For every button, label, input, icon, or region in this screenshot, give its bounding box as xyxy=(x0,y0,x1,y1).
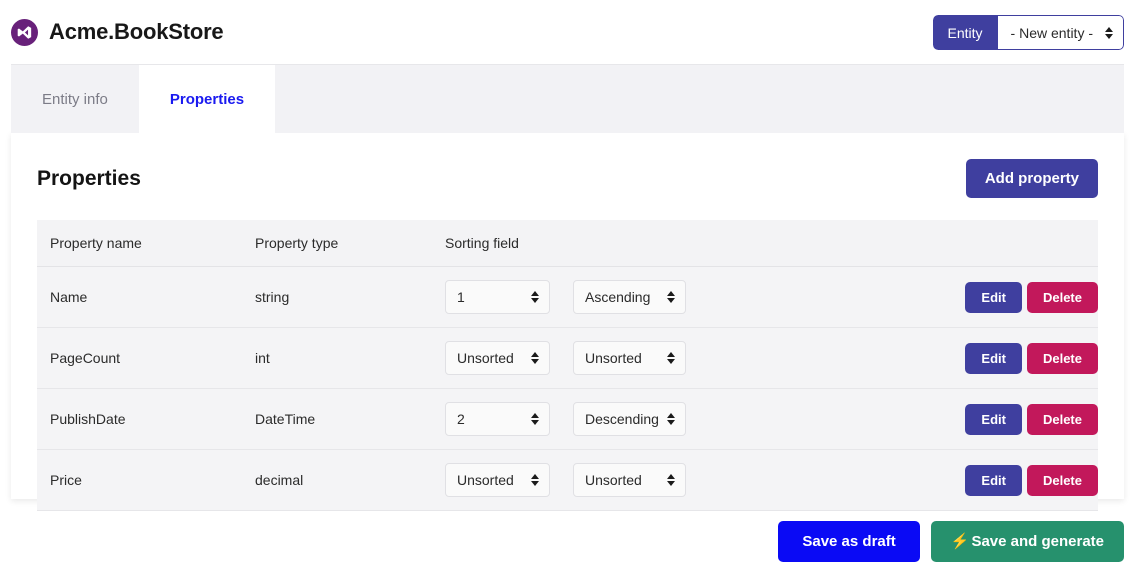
sort-direction-select[interactable]: Ascending xyxy=(573,280,686,314)
properties-card: Properties Add property Property name Pr… xyxy=(11,133,1124,511)
table-row: PageCount int Unsorted Unsorted xyxy=(37,327,1098,389)
sort-order-select[interactable]: Unsorted xyxy=(445,463,550,497)
sort-order-value: 1 xyxy=(457,289,465,305)
delete-button[interactable]: Delete xyxy=(1026,403,1098,435)
tab-strip: Entity info Properties xyxy=(11,64,1124,133)
chevron-updown-icon xyxy=(1105,26,1113,39)
delete-button[interactable]: Delete xyxy=(1026,342,1098,374)
cell-property-type: string xyxy=(242,266,432,328)
entity-select-value: - New entity - xyxy=(1010,24,1093,41)
cell-spacer xyxy=(688,449,938,511)
sort-direction-select[interactable]: Descending xyxy=(573,402,686,436)
entity-label: Entity xyxy=(932,15,998,50)
edit-button[interactable]: Edit xyxy=(965,342,1022,374)
sort-order-value: Unsorted xyxy=(457,350,514,366)
sort-direction-value: Descending xyxy=(585,411,659,427)
table-header: Property name Property type Sorting fiel… xyxy=(37,220,1098,267)
column-header-property-type: Property type xyxy=(242,220,432,267)
cell-sort-direction: Descending xyxy=(560,388,688,450)
chevron-updown-icon xyxy=(531,474,539,486)
table-row: PublishDate DateTime 2 Descending xyxy=(37,388,1098,450)
cell-property-name: PageCount xyxy=(37,327,242,389)
chevron-updown-icon xyxy=(531,291,539,303)
sort-order-select[interactable]: Unsorted xyxy=(445,341,550,375)
chevron-updown-icon xyxy=(667,474,675,486)
cell-property-type: DateTime xyxy=(242,388,432,450)
save-and-generate-label: Save and generate xyxy=(971,533,1104,550)
table-row: Price decimal Unsorted Unsorted xyxy=(37,449,1098,511)
table-body: Name string 1 Ascending xyxy=(37,266,1098,511)
column-header-actions xyxy=(938,220,1098,267)
table-header-row: Property name Property type Sorting fiel… xyxy=(37,220,1098,267)
entity-selector-group: Entity - New entity - xyxy=(932,15,1124,50)
cell-spacer xyxy=(688,327,938,389)
visual-studio-icon xyxy=(11,18,38,46)
add-property-button[interactable]: Add property xyxy=(965,159,1098,198)
cell-sort-order: 2 xyxy=(432,388,560,450)
edit-button[interactable]: Edit xyxy=(965,403,1022,435)
cell-actions: Edit Delete xyxy=(938,327,1098,389)
brand: Acme.BookStore xyxy=(11,18,224,46)
tab-entity-info[interactable]: Entity info xyxy=(11,65,139,133)
sort-order-select[interactable]: 1 xyxy=(445,280,550,314)
cell-property-name: Name xyxy=(37,266,242,328)
card-header: Properties Add property xyxy=(37,159,1098,198)
properties-table: Property name Property type Sorting fiel… xyxy=(37,220,1098,511)
tab-properties-label: Properties xyxy=(169,90,245,108)
sort-order-value: Unsorted xyxy=(457,472,514,488)
save-as-draft-button[interactable]: Save as draft xyxy=(778,521,920,562)
cell-actions: Edit Delete xyxy=(938,449,1098,511)
chevron-updown-icon xyxy=(667,291,675,303)
tab-entity-info-label: Entity info xyxy=(42,90,108,108)
delete-button[interactable]: Delete xyxy=(1026,281,1098,313)
save-and-generate-button[interactable]: ⚡ Save and generate xyxy=(930,521,1124,562)
column-header-property-name: Property name xyxy=(37,220,242,267)
cell-spacer xyxy=(688,266,938,328)
footer-actions: Save as draft ⚡ Save and generate xyxy=(0,499,1135,562)
delete-button[interactable]: Delete xyxy=(1026,464,1098,496)
cell-sort-order: Unsorted xyxy=(432,327,560,389)
cell-sort-order: Unsorted xyxy=(432,449,560,511)
chevron-updown-icon xyxy=(531,413,539,425)
edit-button[interactable]: Edit xyxy=(965,281,1022,313)
sort-order-value: 2 xyxy=(457,411,465,427)
edit-button[interactable]: Edit xyxy=(965,464,1022,496)
cell-sort-order: 1 xyxy=(432,266,560,328)
cell-property-type: int xyxy=(242,327,432,389)
cell-property-name: Price xyxy=(37,449,242,511)
chevron-updown-icon xyxy=(531,352,539,364)
sort-direction-select[interactable]: Unsorted xyxy=(573,341,686,375)
sort-direction-value: Unsorted xyxy=(585,350,642,366)
app-header: Acme.BookStore Entity - New entity - xyxy=(0,0,1135,64)
cell-actions: Edit Delete xyxy=(938,266,1098,328)
column-header-spacer xyxy=(688,220,938,267)
chevron-updown-icon xyxy=(667,413,675,425)
cell-sort-direction: Unsorted xyxy=(560,449,688,511)
lightning-bolt-icon: ⚡ xyxy=(950,533,970,550)
sort-order-select[interactable]: 2 xyxy=(445,402,550,436)
column-header-sorting-field: Sorting field xyxy=(432,220,688,267)
cell-sort-direction: Ascending xyxy=(560,266,688,328)
cell-property-type: decimal xyxy=(242,449,432,511)
tab-properties[interactable]: Properties xyxy=(138,65,276,133)
sort-direction-value: Unsorted xyxy=(585,472,642,488)
page-title: Properties xyxy=(37,166,141,190)
chevron-updown-icon xyxy=(667,352,675,364)
cell-property-name: PublishDate xyxy=(37,388,242,450)
sort-direction-select[interactable]: Unsorted xyxy=(573,463,686,497)
entity-select[interactable]: - New entity - xyxy=(997,15,1124,50)
sort-direction-value: Ascending xyxy=(585,289,651,305)
cell-sort-direction: Unsorted xyxy=(560,327,688,389)
app-title: Acme.BookStore xyxy=(49,19,224,44)
cell-actions: Edit Delete xyxy=(938,388,1098,450)
cell-spacer xyxy=(688,388,938,450)
table-row: Name string 1 Ascending xyxy=(37,266,1098,328)
